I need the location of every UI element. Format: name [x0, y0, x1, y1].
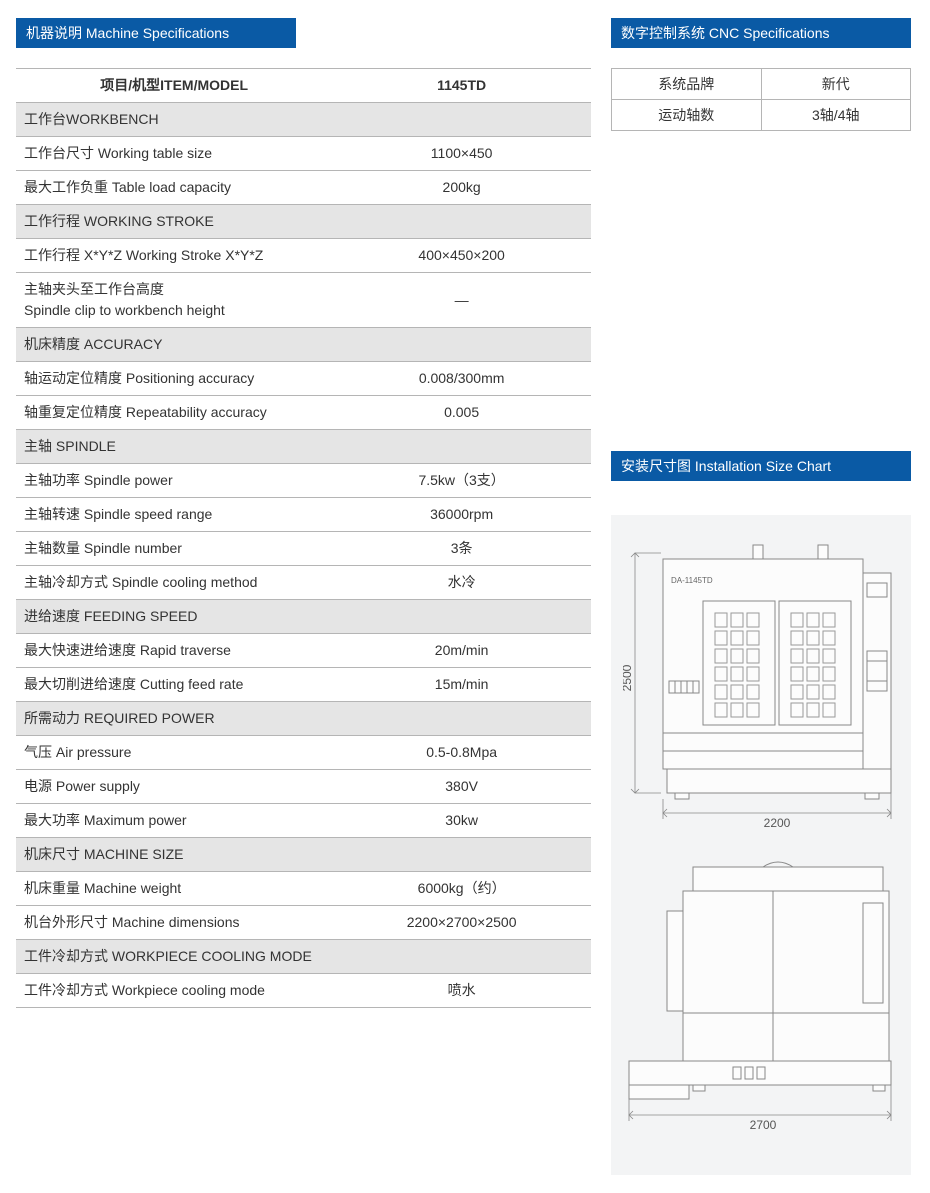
table-row: 所需动力 REQUIRED POWER [16, 702, 591, 736]
section-label: 所需动力 REQUIRED POWER [16, 702, 591, 736]
spec-label: 机台外形尺寸 Machine dimensions [16, 906, 332, 940]
spec-label: 工作行程 X*Y*Z Working Stroke X*Y*Z [16, 239, 332, 273]
spec-value: 20m/min [332, 634, 591, 668]
spec-label: 主轴冷却方式 Spindle cooling method [16, 566, 332, 600]
section-label: 机床尺寸 MACHINE SIZE [16, 838, 591, 872]
spec-value: 36000rpm [332, 498, 591, 532]
table-row: 工件冷却方式 WORKPIECE COOLING MODE [16, 940, 591, 974]
spec-value: — [332, 273, 591, 328]
table-row: 工作台尺寸 Working table size1100×450 [16, 137, 591, 171]
spec-label: 最大快速进给速度 Rapid traverse [16, 634, 332, 668]
table-row: 最大功率 Maximum power30kw [16, 804, 591, 838]
table-row: 机床尺寸 MACHINE SIZE [16, 838, 591, 872]
model-label: DA-1145TD [671, 576, 713, 585]
spec-label: 轴运动定位精度 Positioning accuracy [16, 362, 332, 396]
table-row: 气压 Air pressure0.5-0.8Mpa [16, 736, 591, 770]
side-view-drawing: 2700 [623, 853, 899, 1143]
spec-value: 400×450×200 [332, 239, 591, 273]
installation-diagram-area: 2500 DA-1145TD [611, 515, 911, 1175]
cnc-label: 运动轴数 [612, 100, 762, 131]
spec-header-model: 1145TD [332, 69, 591, 103]
page-container: 机器说明 Machine Specifications 项目/机型ITEM/MO… [0, 0, 930, 1193]
table-row: 主轴转速 Spindle speed range36000rpm [16, 498, 591, 532]
table-row: 主轴 SPINDLE [16, 430, 591, 464]
table-row: 轴运动定位精度 Positioning accuracy0.008/300mm [16, 362, 591, 396]
section-label: 机床精度 ACCURACY [16, 328, 591, 362]
spec-value: 380V [332, 770, 591, 804]
spec-label: 主轴转速 Spindle speed range [16, 498, 332, 532]
table-row: 最大工作负重 Table load capacity200kg [16, 171, 591, 205]
table-row: 工件冷却方式 Workpiece cooling mode喷水 [16, 974, 591, 1008]
cnc-specs-header: 数字控制系统 CNC Specifications [611, 18, 911, 48]
section-label: 主轴 SPINDLE [16, 430, 591, 464]
machine-specs-table: 项目/机型ITEM/MODEL 1145TD 工作台WORKBENCH工作台尺寸… [16, 68, 591, 1008]
table-row: 进给速度 FEEDING SPEED [16, 600, 591, 634]
section-label: 进给速度 FEEDING SPEED [16, 600, 591, 634]
spec-label: 轴重复定位精度 Repeatability accuracy [16, 396, 332, 430]
cnc-specs-table: 系统品牌新代运动轴数3轴/4轴 [611, 68, 911, 131]
table-row: 主轴功率 Spindle power7.5kw（3支） [16, 464, 591, 498]
spec-value: 2200×2700×2500 [332, 906, 591, 940]
cnc-value: 新代 [761, 69, 911, 100]
spec-value: 0.005 [332, 396, 591, 430]
section-label: 工作台WORKBENCH [16, 103, 591, 137]
spec-label: 主轴夹头至工作台高度 Spindle clip to workbench hei… [16, 273, 332, 328]
table-row: 工作台WORKBENCH [16, 103, 591, 137]
height-dim-label: 2500 [623, 664, 634, 691]
spec-label: 最大切削进给速度 Cutting feed rate [16, 668, 332, 702]
right-column: 数字控制系统 CNC Specifications 系统品牌新代运动轴数3轴/4… [611, 18, 911, 1175]
depth-dim-label: 2700 [750, 1118, 777, 1132]
spec-value: 6000kg（约） [332, 872, 591, 906]
table-row: 主轴冷却方式 Spindle cooling method水冷 [16, 566, 591, 600]
cnc-label: 系统品牌 [612, 69, 762, 100]
table-row: 机床精度 ACCURACY [16, 328, 591, 362]
front-view-drawing: 2500 DA-1145TD [623, 533, 899, 833]
spec-label: 最大工作负重 Table load capacity [16, 171, 332, 205]
spec-header-item: 项目/机型ITEM/MODEL [16, 69, 332, 103]
machine-specs-header: 机器说明 Machine Specifications [16, 18, 296, 48]
table-row: 运动轴数3轴/4轴 [612, 100, 911, 131]
spec-value: 0.008/300mm [332, 362, 591, 396]
spec-label: 主轴功率 Spindle power [16, 464, 332, 498]
spec-header-row: 项目/机型ITEM/MODEL 1145TD [16, 69, 591, 103]
spec-label: 电源 Power supply [16, 770, 332, 804]
table-row: 机床重量 Machine weight6000kg（约） [16, 872, 591, 906]
spec-label: 气压 Air pressure [16, 736, 332, 770]
install-chart-header: 安装尺寸图 Installation Size Chart [611, 451, 911, 481]
machine-specs-column: 机器说明 Machine Specifications 项目/机型ITEM/MO… [16, 18, 591, 1175]
width-dim-label: 2200 [764, 816, 791, 830]
spec-value: 喷水 [332, 974, 591, 1008]
spec-label: 主轴数量 Spindle number [16, 532, 332, 566]
spec-value: 15m/min [332, 668, 591, 702]
section-label: 工件冷却方式 WORKPIECE COOLING MODE [16, 940, 591, 974]
spec-label: 最大功率 Maximum power [16, 804, 332, 838]
spec-value: 200kg [332, 171, 591, 205]
spec-label: 工件冷却方式 Workpiece cooling mode [16, 974, 332, 1008]
table-row: 电源 Power supply380V [16, 770, 591, 804]
table-row: 系统品牌新代 [612, 69, 911, 100]
spec-label: 工作台尺寸 Working table size [16, 137, 332, 171]
table-row: 主轴数量 Spindle number3条 [16, 532, 591, 566]
spec-value: 1100×450 [332, 137, 591, 171]
spec-value: 3条 [332, 532, 591, 566]
spec-value: 0.5-0.8Mpa [332, 736, 591, 770]
table-row: 轴重复定位精度 Repeatability accuracy0.005 [16, 396, 591, 430]
spec-value: 30kw [332, 804, 591, 838]
table-row: 最大切削进给速度 Cutting feed rate15m/min [16, 668, 591, 702]
table-row: 最大快速进给速度 Rapid traverse20m/min [16, 634, 591, 668]
table-row: 工作行程 WORKING STROKE [16, 205, 591, 239]
spec-label: 机床重量 Machine weight [16, 872, 332, 906]
spec-value: 水冷 [332, 566, 591, 600]
table-row: 机台外形尺寸 Machine dimensions2200×2700×2500 [16, 906, 591, 940]
table-row: 主轴夹头至工作台高度 Spindle clip to workbench hei… [16, 273, 591, 328]
cnc-value: 3轴/4轴 [761, 100, 911, 131]
spec-value: 7.5kw（3支） [332, 464, 591, 498]
section-label: 工作行程 WORKING STROKE [16, 205, 591, 239]
table-row: 工作行程 X*Y*Z Working Stroke X*Y*Z400×450×2… [16, 239, 591, 273]
